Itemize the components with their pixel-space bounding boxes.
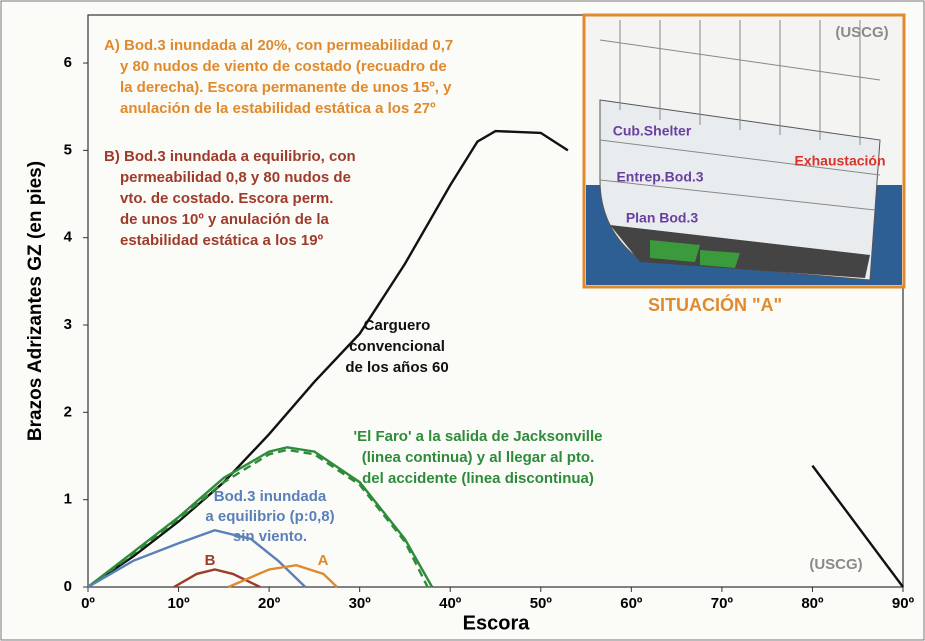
annotation: 'El Faro' a la salida de Jacksonville: [354, 428, 603, 445]
inset-label: Exhaustación: [794, 153, 885, 169]
annotation: (USCG): [809, 556, 862, 573]
y-tick-label: 2: [64, 403, 72, 420]
annotation: y 80 nudos de viento de costado (recuadr…: [120, 58, 447, 75]
x-tick-label: 70º: [711, 595, 734, 612]
inset-label: Cub.Shelter: [613, 123, 692, 139]
inset-label: Entrep.Bod.3: [616, 169, 703, 185]
y-tick-label: 4: [64, 229, 73, 246]
x-tick-label: 90º: [892, 595, 915, 612]
annotation: A: [318, 552, 329, 569]
annotation: Carguero: [364, 317, 431, 334]
x-tick-label: 40º: [439, 595, 462, 612]
x-tick-label: 80º: [801, 595, 824, 612]
y-tick-label: 5: [64, 141, 72, 158]
x-tick-label: 60º: [620, 595, 643, 612]
x-tick-label: 50º: [530, 595, 553, 612]
annotation: estabilidad estática a los 19º: [120, 232, 324, 249]
x-axis-label: Escora: [463, 612, 531, 634]
chart: Brazos Adrizantes GZ (en pies) Escora 0 1…: [0, 0, 925, 641]
annotation: sin viento.: [233, 528, 307, 545]
inset-caption: SITUACIÓN "A": [648, 294, 782, 315]
annotation: anulación de la estabilidad estática a l…: [120, 100, 436, 117]
annotation: la derecha). Escora permanente de unos 1…: [120, 79, 452, 96]
x-tick-label: 0º: [81, 595, 95, 612]
x-tick-label: 20º: [258, 595, 281, 612]
annotation: del accidente (linea discontinua): [362, 470, 594, 487]
annotation: de unos 10º y anulación de la: [120, 211, 330, 228]
x-tick-label: 30º: [349, 595, 372, 612]
annotation: Bod.3 inundada: [214, 488, 327, 505]
y-tick-label: 6: [64, 54, 72, 71]
annotation: B) Bod.3 inundada a equilibrio, con: [104, 148, 356, 165]
annotation: permeabilidad 0,8 y 80 nudos de: [120, 169, 351, 186]
y-tick-label: 0: [64, 578, 72, 595]
y-axis-label: Brazos Adrizantes GZ (en pies): [25, 161, 46, 441]
inset-label: Plan Bod.3: [626, 210, 699, 226]
annotation: vto. de costado. Escora perm.: [120, 190, 333, 207]
y-tick-label: 1: [64, 491, 72, 508]
annotation: A) Bod.3 inundada al 20%, con permeabili…: [104, 37, 453, 54]
annotation: de los años 60: [345, 359, 448, 376]
annotation: a equilibrio (p:0,8): [205, 508, 334, 525]
annotation: (linea continua) y al llegar al pto.: [362, 449, 595, 466]
inset: (USCG) Cub.Shelter Entrep.Bod.3 Plan Bod…: [584, 15, 904, 315]
annotation: convencional: [349, 338, 445, 355]
x-tick-label: 10º: [167, 595, 190, 612]
annotation: B: [205, 552, 216, 569]
y-tick-label: 3: [64, 316, 72, 333]
inset-source: (USCG): [835, 24, 888, 41]
